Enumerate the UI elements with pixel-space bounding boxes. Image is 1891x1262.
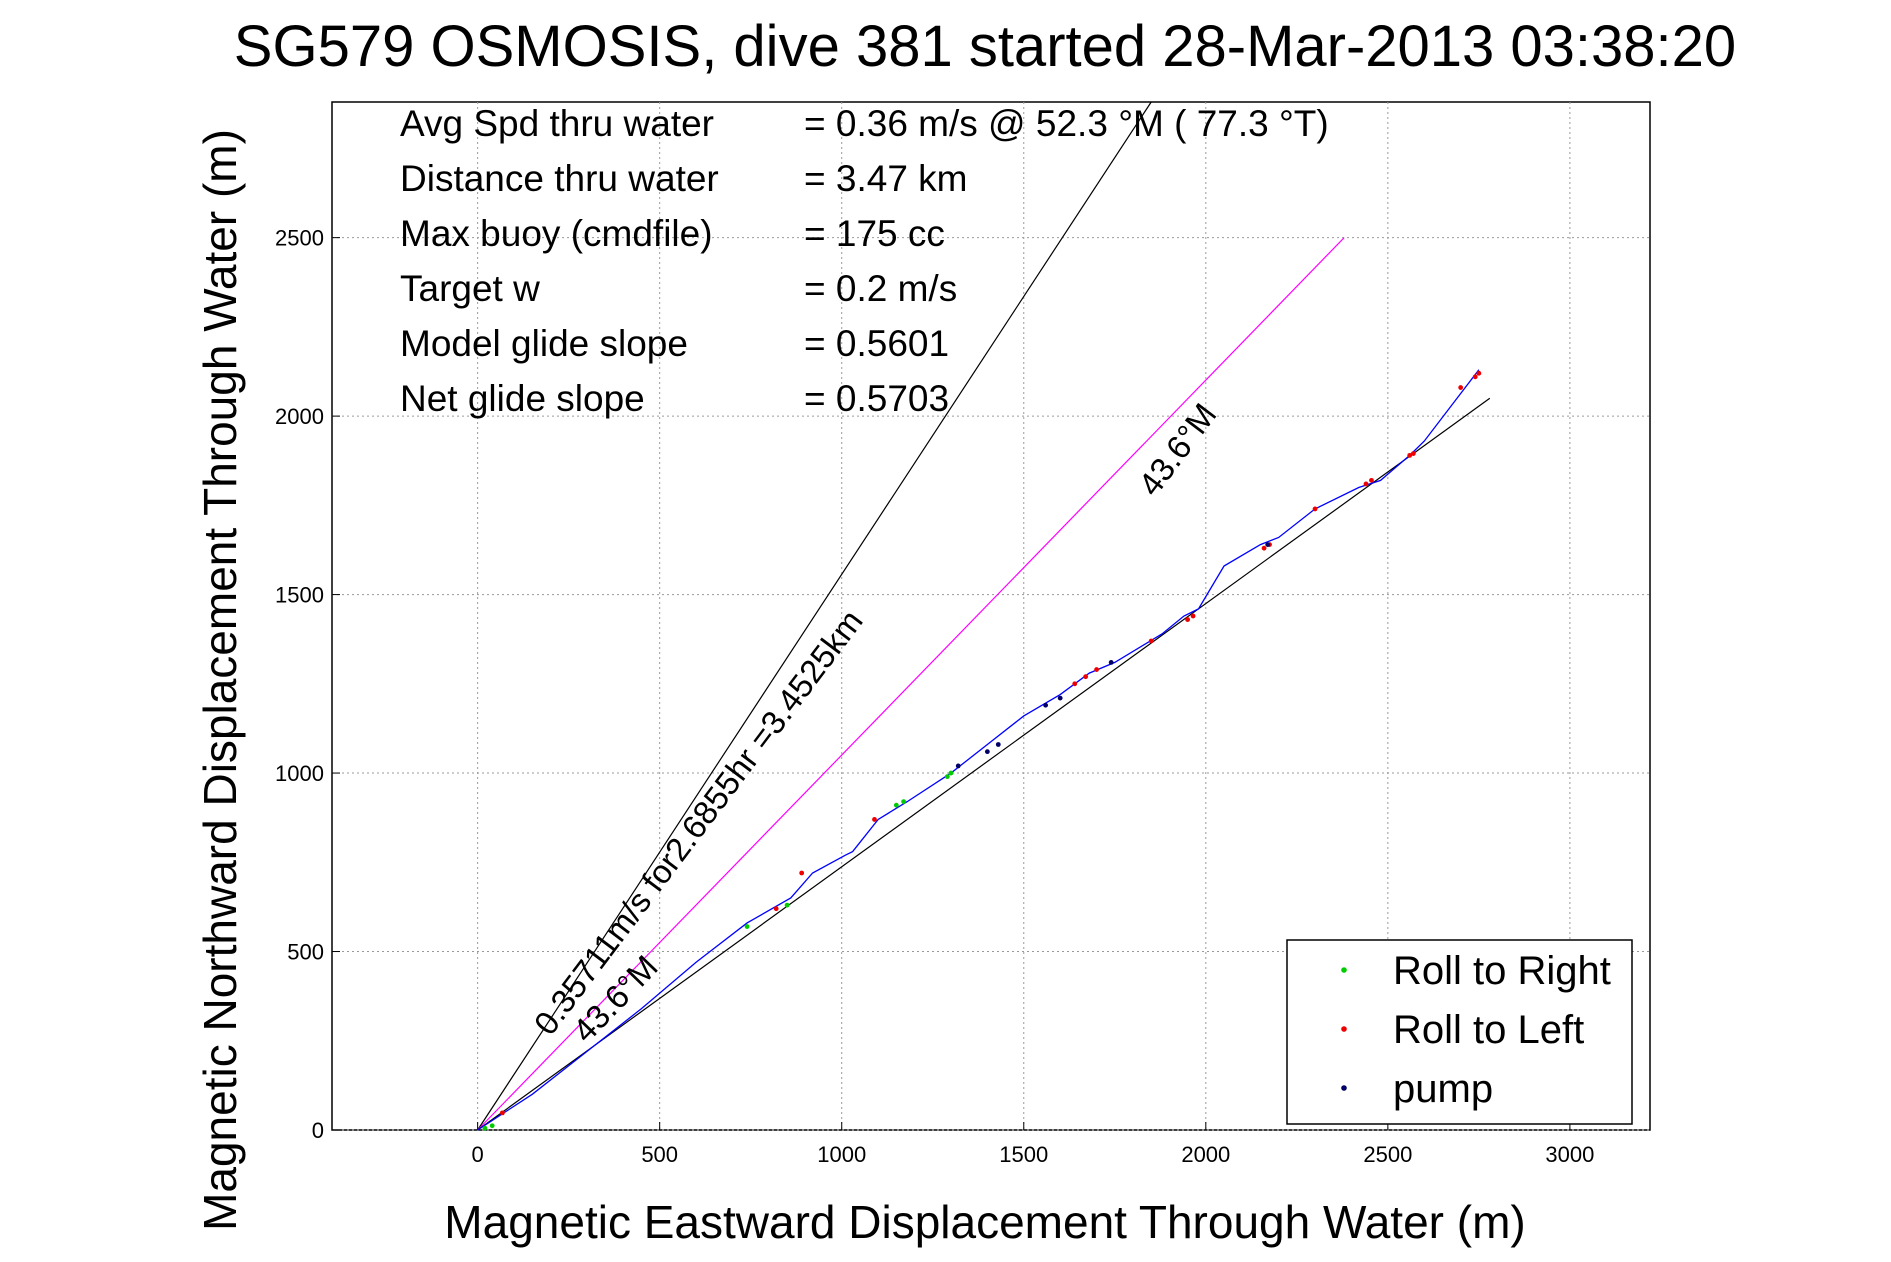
marker-roll-to-left — [1072, 681, 1078, 687]
marker-roll-to-right — [944, 774, 950, 780]
marker-roll-to-left — [1472, 374, 1478, 380]
marker-roll-to-right — [893, 802, 899, 808]
marker-roll-to-left — [1476, 370, 1482, 376]
y-tick-label: 500 — [287, 940, 324, 965]
marker-pump — [955, 763, 961, 769]
marker-roll-to-left — [1148, 638, 1154, 644]
marker-roll-to-left — [1094, 667, 1099, 672]
marker-roll-to-left — [1185, 617, 1191, 622]
y-tick-label: 1500 — [275, 583, 324, 608]
marker-roll-to-left — [499, 1110, 505, 1116]
tick-labels: 0 500 1000 1500 2000 2500 3000 0 500 1000 1500 2000… — [275, 226, 1594, 1167]
y-tick-label: 2500 — [275, 226, 324, 251]
info-label: Net glide slope — [400, 378, 645, 419]
x-tick-label: 1500 — [999, 1142, 1048, 1167]
y-tick-label: 2000 — [275, 404, 324, 429]
marker-pump — [995, 742, 1001, 747]
marker-pump — [984, 749, 990, 755]
dive-info-block: Avg Spd thru water = 0.36 m/s @ 52.3 °M (… — [400, 103, 1329, 419]
track-line — [477, 369, 1480, 1131]
info-label: Model glide slope — [400, 323, 688, 364]
marker-roll-to-right — [489, 1123, 495, 1129]
info-value: = 0.5601 — [804, 323, 949, 364]
chart-title: SG579 OSMOSIS, dive 381 started 28-Mar-2… — [234, 14, 1736, 79]
info-value: = 3.47 km — [804, 158, 968, 199]
info-label: Avg Spd thru water — [400, 103, 714, 144]
legend-marker-pump — [1341, 1085, 1347, 1091]
info-label: Max buoy (cmdfile) — [400, 213, 713, 254]
reference-line-black-steep — [477, 101, 1152, 1131]
marker-roll-to-left — [1312, 506, 1318, 512]
reference-line-magenta — [477, 237, 1345, 1131]
x-tick-label: 2000 — [1181, 1142, 1230, 1167]
x-tick-label: 3000 — [1545, 1142, 1594, 1167]
y-tick-label: 1000 — [275, 761, 324, 786]
marker-roll-to-left — [1363, 481, 1369, 487]
marker-roll-to-left — [872, 817, 877, 822]
x-tick-label: 2500 — [1363, 1142, 1412, 1167]
reference-line-black-heading — [477, 397, 1491, 1131]
marker-roll-to-left — [799, 870, 805, 876]
marker-roll-to-right — [784, 902, 790, 908]
legend: Roll to Right Roll to Left pump — [1286, 939, 1633, 1125]
marker-pump — [1108, 660, 1114, 665]
roll-markers — [482, 370, 1482, 1131]
marker-roll-to-left — [1410, 451, 1416, 456]
marker-roll-to-right — [901, 799, 907, 805]
marker-roll-to-left — [1190, 613, 1196, 619]
x-tick-label: 0 — [472, 1142, 484, 1167]
marker-roll-to-left — [1407, 452, 1413, 458]
info-label: Target w — [400, 268, 540, 309]
marker-roll-to-left — [773, 906, 779, 912]
marker-roll-to-left — [1458, 385, 1464, 390]
marker-pump — [1043, 702, 1049, 708]
x-tick-label: 1000 — [817, 1142, 866, 1167]
y-tick-label: 0 — [312, 1118, 324, 1143]
legend-label: pump — [1393, 1067, 1493, 1111]
legend-label: Roll to Left — [1393, 1008, 1584, 1052]
info-value: = 0.2 m/s — [804, 268, 957, 309]
y-axis-label: Magnetic Northward Displacement Through … — [194, 129, 246, 1231]
legend-marker-roll-to-right — [1341, 967, 1347, 973]
marker-roll-to-left — [1369, 477, 1374, 483]
marker-roll-to-right — [482, 1125, 488, 1131]
marker-pump — [1057, 695, 1063, 701]
legend-label: Roll to Right — [1393, 949, 1611, 993]
marker-roll-to-right — [744, 924, 750, 929]
marker-roll-to-left — [1261, 545, 1267, 551]
info-value: = 175 cc — [804, 213, 945, 254]
reference-lines — [477, 101, 1491, 1131]
marker-pump — [1265, 542, 1271, 548]
marker-roll-to-left — [1083, 674, 1089, 680]
x-tick-label: 500 — [641, 1142, 678, 1167]
legend-marker-roll-to-left — [1341, 1026, 1347, 1032]
x-axis-label: Magnetic Eastward Displacement Through W… — [444, 1196, 1525, 1248]
info-value: = 0.36 m/s @ 52.3 °M ( 77.3 °T) — [804, 103, 1329, 144]
info-label: Distance thru water — [400, 158, 719, 199]
info-value: = 0.5703 — [804, 378, 949, 419]
marker-roll-to-right — [948, 770, 954, 776]
